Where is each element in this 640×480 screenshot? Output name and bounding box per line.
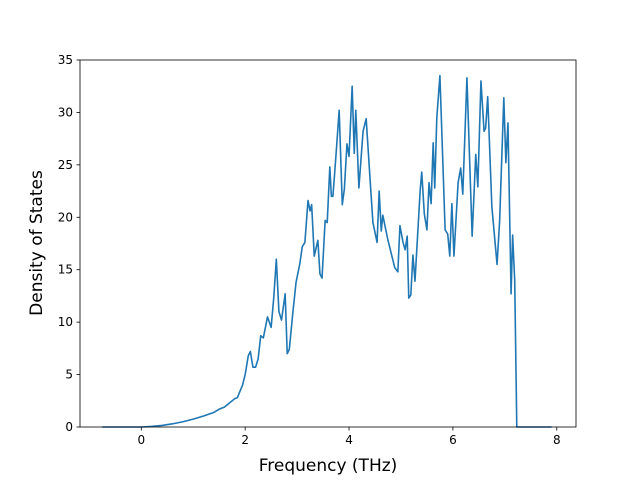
y-tick-label: 10 <box>58 315 73 329</box>
y-axis-label: Density of States <box>27 170 47 316</box>
x-tick-label: 6 <box>449 433 457 447</box>
x-tick-label: 4 <box>345 433 353 447</box>
plot-frame <box>79 59 577 428</box>
x-axis-label: Frequency (THz) <box>259 456 398 476</box>
y-tick-label: 5 <box>65 368 73 382</box>
x-tick-label: 8 <box>553 433 561 447</box>
x-tick-label: 0 <box>137 433 145 447</box>
y-tick-label: 15 <box>58 263 73 277</box>
y-tick-label: 20 <box>58 210 73 224</box>
y-tick-label: 30 <box>58 105 73 119</box>
y-tick-label: 25 <box>58 158 73 172</box>
y-tick-label: 0 <box>65 420 73 434</box>
data-line <box>102 74 552 428</box>
x-tick-label: 2 <box>241 433 249 447</box>
y-tick-label: 35 <box>58 53 73 67</box>
